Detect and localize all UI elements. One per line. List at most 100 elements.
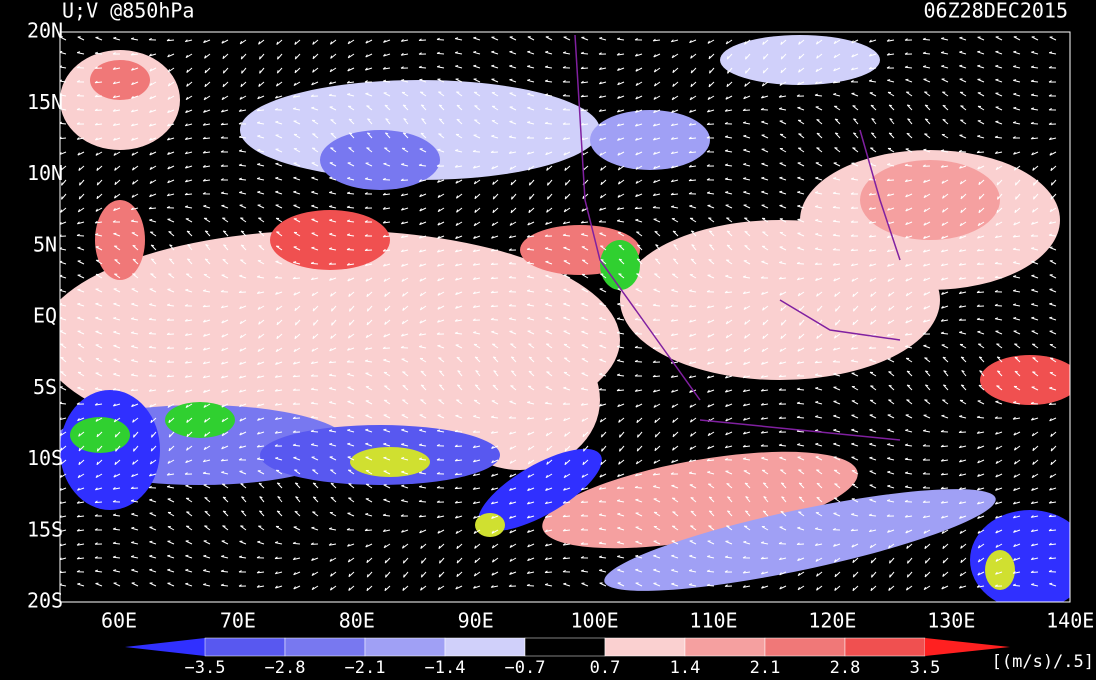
wind-arrow [508,584,517,587]
wind-arrow [509,106,517,111]
wind-arrow [166,332,175,335]
wind-arrow [707,389,715,393]
wind-arrow [275,260,283,265]
wind-arrow [941,235,949,240]
wind-arrow [870,147,877,153]
wind-arrow [562,221,571,225]
wind-arrow [906,370,913,377]
wind-arrow [833,456,841,461]
wind-arrow [1050,193,1057,200]
wind-arrow [76,556,85,560]
wind-arrow [995,487,1003,491]
wind-arrow [797,246,805,251]
wind-arrow [905,585,913,591]
wind-arrow [384,147,391,153]
wind-arrow [652,389,661,393]
wind-arrow [418,499,427,503]
wind-arrow [797,456,805,461]
wind-arrow [959,529,967,535]
wind-arrow [653,582,661,587]
wind-arrow [958,277,967,280]
wind-arrow [742,291,751,295]
wind-arrow [437,263,445,267]
wind-arrow [292,388,301,391]
lon-label: 70E [220,609,256,633]
wind-arrow [112,52,121,55]
wind-arrow [941,134,949,139]
wind-arrow [240,510,247,517]
wind-arrow [888,291,895,297]
wind-arrow [275,81,283,87]
wind-arrow [60,165,67,171]
wind-arrow [258,333,265,339]
wind-arrow [852,557,859,564]
wind-arrow [76,528,85,532]
wind-arrow [384,319,391,325]
wind-arrow [904,443,913,447]
wind-arrow [293,120,301,125]
wind-arrow [419,263,427,267]
wind-arrow [852,319,859,326]
lat-label: 15N [27,90,63,114]
wind-arrow [869,543,877,549]
wind-arrow [310,443,319,447]
wind-arrow [419,319,427,324]
wind-arrow [850,359,859,363]
wind-arrow [889,118,895,125]
wind-arrow [690,510,697,517]
wind-arrow [1032,165,1039,171]
wind-arrow [904,514,913,518]
wind-arrow [60,371,67,377]
wind-arrow [131,345,139,349]
wind-arrow [132,417,139,423]
wind-arrow [203,569,211,573]
wind-arrow [491,473,499,477]
wind-arrow [241,496,247,503]
wind-arrow [221,361,229,365]
wind-arrow [346,205,355,209]
wind-arrow [940,429,949,433]
wind-arrow [923,221,931,226]
wind-arrow [347,386,355,391]
wind-arrow [385,571,391,578]
wind-arrow [1015,193,1021,200]
wind-arrow [257,95,265,100]
wind-arrow [690,431,697,437]
wind-arrow [778,374,787,378]
wind-arrow [906,132,913,139]
wind-arrow [887,484,895,489]
wind-arrow [779,162,787,167]
wind-arrow [420,399,427,405]
wind-arrow [437,193,445,199]
wind-arrow [688,289,697,293]
wind-arrow [221,483,229,489]
wind-arrow [743,148,751,153]
wind-arrow [348,585,355,591]
wind-arrow [186,230,193,237]
wind-arrow [95,233,103,237]
wind-arrow [832,347,841,351]
wind-arrow [473,235,481,239]
wind-arrow [437,207,445,213]
wind-arrow [1012,234,1021,238]
wind-arrow [402,371,409,377]
wind-arrow [959,64,967,69]
wind-arrow [743,177,751,181]
wind-arrow [76,137,85,140]
wind-arrow [184,347,193,350]
wind-arrow [349,305,355,312]
wind-arrow [240,217,247,223]
wind-arrow [131,359,139,363]
wind-arrow [94,500,103,504]
wind-arrow [581,358,589,363]
wind-arrow [545,260,553,265]
wind-arrow [508,289,517,293]
wind-arrow [347,162,355,167]
wind-arrow [366,132,373,139]
wind-arrow [545,487,553,491]
wind-arrow [598,387,607,391]
wind-arrow [131,137,139,141]
wind-arrow [1048,233,1057,237]
wind-arrow [923,291,931,296]
wind-arrow [780,39,787,45]
